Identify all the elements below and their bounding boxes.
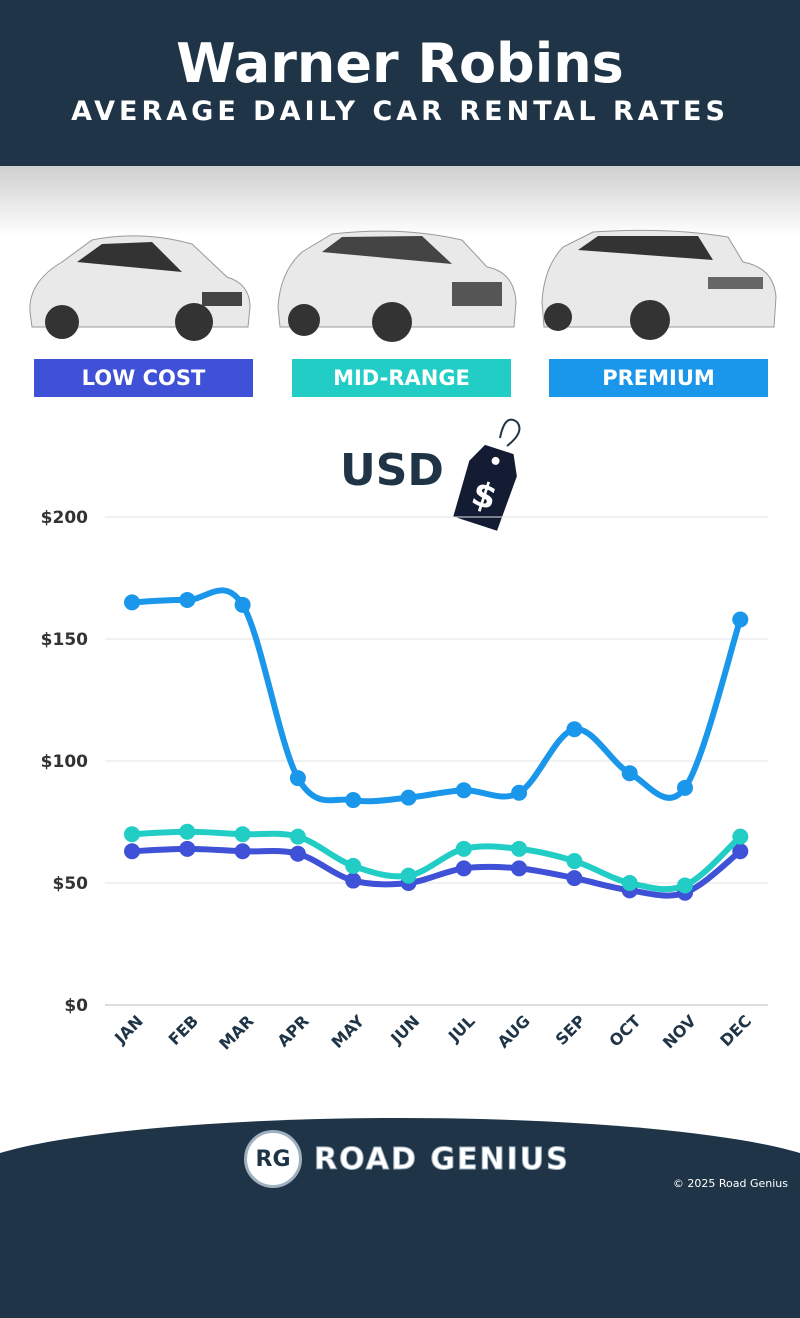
data-point: [345, 792, 362, 809]
data-point: [677, 779, 693, 796]
data-point: [345, 857, 362, 874]
header-shadow: [0, 166, 800, 236]
data-point: [677, 877, 693, 894]
legend-premium: PREMIUM: [549, 359, 768, 397]
data-point: [511, 860, 528, 877]
y-tick-label: $100: [41, 752, 88, 772]
copyright: © 2025 Road Genius: [672, 1177, 788, 1190]
y-tick-label: $200: [41, 508, 88, 528]
data-point: [732, 828, 749, 845]
data-point: [179, 591, 196, 608]
x-tick-label: JUL: [444, 1011, 479, 1046]
data-point: [400, 867, 417, 884]
x-tick-label: JUN: [386, 1011, 423, 1048]
x-tick-label: MAY: [327, 1011, 368, 1052]
x-tick-label: DEC: [716, 1011, 755, 1050]
x-tick-label: SEP: [552, 1011, 590, 1049]
data-point: [732, 843, 749, 860]
mid-range-car-image: [277, 230, 517, 342]
brand-logo: RG ROAD GENIUS: [244, 1130, 570, 1188]
x-tick-label: APR: [274, 1011, 313, 1050]
data-point: [289, 828, 306, 845]
price-tag-icon: $: [453, 418, 521, 531]
data-point: [455, 840, 472, 857]
page-title: Warner Robins: [176, 32, 624, 95]
series-line-mid-range: [131, 828, 743, 893]
data-point: [345, 872, 362, 889]
data-point: [400, 789, 417, 806]
data-point: [566, 870, 583, 887]
data-point: [124, 594, 140, 611]
data-point: [566, 853, 583, 870]
data-point: [234, 596, 251, 613]
y-tick-label: $150: [41, 630, 88, 650]
x-tick-label: FEB: [165, 1011, 203, 1049]
legend-low-cost: LOW COST: [34, 359, 253, 397]
y-tick-label: $0: [64, 996, 88, 1016]
data-point: [179, 840, 196, 857]
data-point: [234, 843, 251, 860]
data-point: [124, 826, 140, 843]
brand-name: ROAD GENIUS: [314, 1141, 570, 1177]
data-point: [289, 845, 306, 862]
data-point: [124, 843, 140, 860]
data-point: [511, 840, 528, 857]
data-point: [179, 823, 196, 840]
x-tick-label: OCT: [605, 1011, 644, 1050]
data-point: [289, 770, 306, 787]
data-point: [511, 784, 528, 801]
data-point: [455, 860, 472, 877]
currency-label: USD: [340, 445, 444, 496]
x-tick-label: NOV: [659, 1011, 700, 1052]
x-tick-label: JAN: [110, 1011, 147, 1048]
data-point: [566, 721, 583, 738]
data-point: [621, 875, 638, 891]
premium-car-image: [541, 229, 777, 340]
x-tick-label: MAR: [215, 1011, 257, 1053]
series-line-premium: [131, 587, 744, 805]
legend-mid-range: MID-RANGE: [292, 359, 511, 397]
page-subtitle: AVERAGE DAILY CAR RENTAL RATES: [71, 96, 729, 127]
data-point: [732, 611, 749, 628]
data-point: [234, 826, 251, 843]
rg-logo-badge: RG: [244, 1130, 302, 1188]
header: Warner Robins AVERAGE DAILY CAR RENTAL R…: [0, 0, 800, 166]
x-tick-label: AUG: [494, 1011, 534, 1051]
y-tick-label: $50: [53, 874, 89, 894]
data-point: [455, 782, 472, 799]
low-cost-car-image: [29, 235, 251, 341]
line-chart: $0 $50 $100 $150 $200 JAN FEB MAR APR MAY JUN JUL AU…: [41, 508, 768, 1054]
data-point: [621, 765, 638, 782]
